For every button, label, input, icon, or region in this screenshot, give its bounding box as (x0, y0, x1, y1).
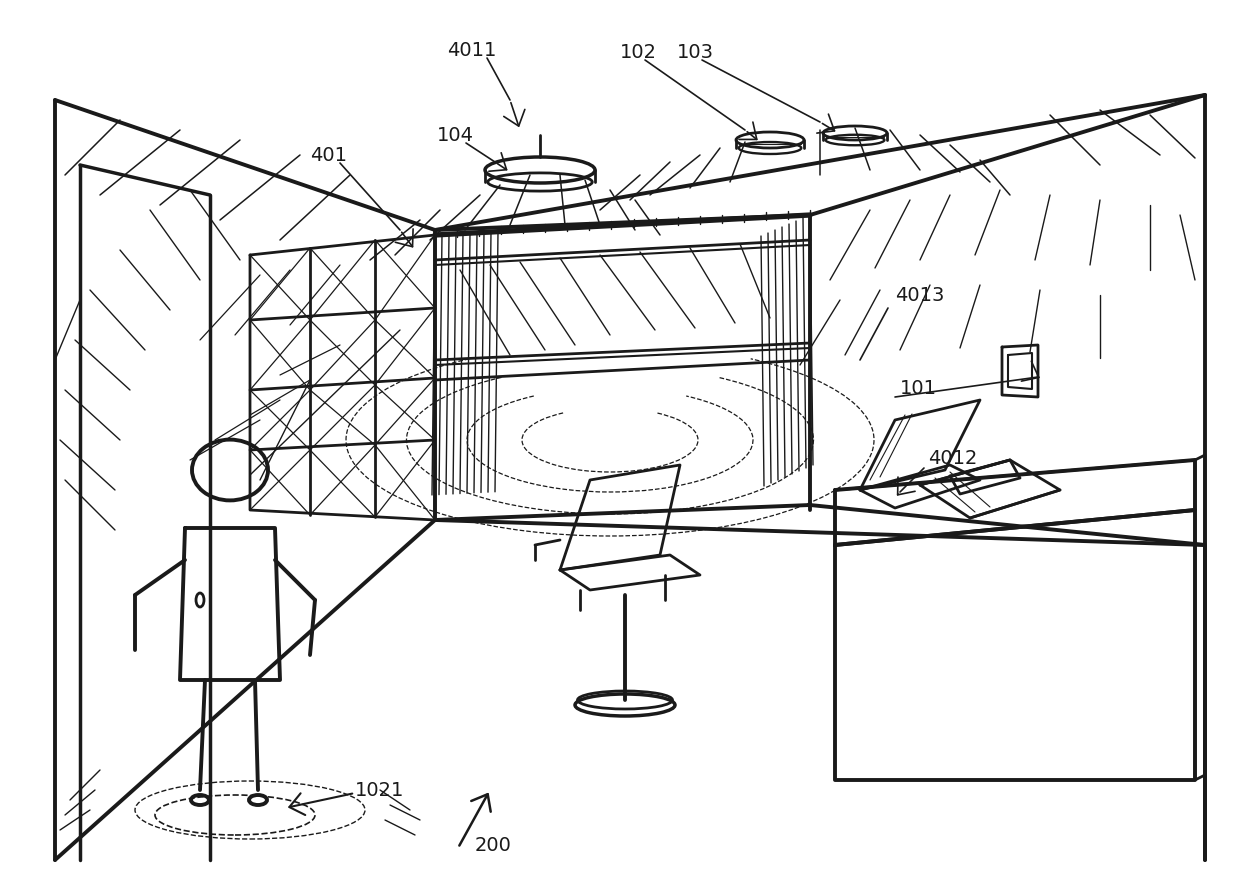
Text: 104: 104 (436, 126, 474, 144)
Text: 1021: 1021 (355, 781, 404, 800)
Text: 103: 103 (677, 42, 714, 62)
Text: 200: 200 (475, 835, 512, 854)
Text: 101: 101 (900, 378, 937, 398)
Text: 4012: 4012 (928, 449, 977, 467)
Text: 4013: 4013 (895, 285, 945, 304)
Text: 102: 102 (620, 42, 657, 62)
Text: 4011: 4011 (446, 40, 496, 60)
Text: 401: 401 (310, 145, 347, 165)
